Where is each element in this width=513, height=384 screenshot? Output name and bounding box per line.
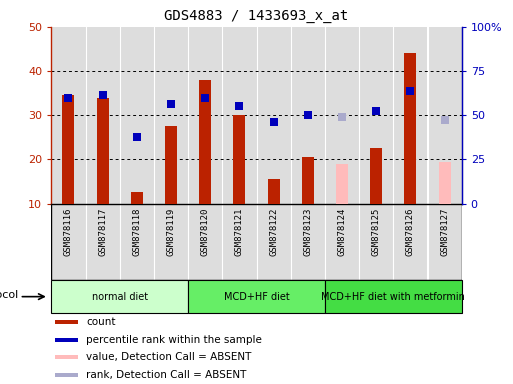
Text: normal diet: normal diet	[92, 291, 148, 302]
Bar	[154, 204, 188, 280]
Title: GDS4883 / 1433693_x_at: GDS4883 / 1433693_x_at	[164, 9, 349, 23]
Bar	[51, 280, 188, 313]
Text: GSM878127: GSM878127	[440, 207, 449, 256]
Bar	[302, 157, 314, 204]
Bar	[51, 204, 86, 280]
Bar	[336, 164, 348, 204]
Bar	[55, 373, 78, 377]
Text: GSM878117: GSM878117	[98, 207, 107, 256]
Bar	[63, 95, 74, 204]
Bar	[120, 204, 154, 280]
Text: value, Detection Call = ABSENT: value, Detection Call = ABSENT	[86, 353, 251, 362]
Text: GSM878126: GSM878126	[406, 207, 415, 256]
Text: GSM878121: GSM878121	[235, 207, 244, 256]
Point	[235, 103, 244, 109]
Bar	[393, 27, 427, 204]
Bar	[55, 338, 78, 341]
Bar	[359, 27, 393, 204]
Bar	[188, 27, 222, 204]
Bar	[427, 204, 462, 280]
Bar	[325, 280, 462, 313]
Text: GSM878116: GSM878116	[64, 207, 73, 256]
Point	[338, 114, 346, 121]
Bar	[359, 204, 393, 280]
Point	[167, 101, 175, 107]
Text: GSM878119: GSM878119	[167, 207, 175, 256]
Point	[304, 112, 312, 118]
Text: MCD+HF diet with metformin: MCD+HF diet with metformin	[321, 291, 465, 302]
Text: protocol: protocol	[0, 290, 18, 300]
Bar	[325, 27, 359, 204]
Bar	[131, 192, 143, 204]
Bar	[427, 27, 462, 204]
Bar	[233, 115, 245, 204]
Bar	[325, 204, 359, 280]
Bar	[291, 204, 325, 280]
Point	[441, 117, 449, 123]
Bar	[291, 27, 325, 204]
Point	[372, 108, 380, 114]
Bar	[55, 320, 78, 324]
Text: count: count	[86, 317, 116, 327]
Bar	[188, 204, 222, 280]
Point	[98, 92, 107, 98]
Point	[133, 134, 141, 141]
Bar	[165, 126, 177, 204]
Bar	[393, 204, 427, 280]
Bar	[188, 280, 325, 313]
Bar	[154, 27, 188, 204]
Bar	[222, 27, 256, 204]
Bar	[199, 80, 211, 204]
Point	[406, 88, 415, 94]
Text: percentile rank within the sample: percentile rank within the sample	[86, 334, 262, 344]
Bar	[256, 204, 291, 280]
Bar	[86, 204, 120, 280]
Bar	[55, 356, 78, 359]
Text: GSM878120: GSM878120	[201, 207, 210, 256]
Text: rank, Detection Call = ABSENT: rank, Detection Call = ABSENT	[86, 370, 247, 380]
Text: GSM878118: GSM878118	[132, 207, 141, 256]
Bar	[51, 27, 86, 204]
Bar	[370, 148, 382, 204]
Point	[64, 94, 72, 101]
Text: GSM878125: GSM878125	[372, 207, 381, 256]
Bar	[439, 162, 450, 204]
Text: GSM878122: GSM878122	[269, 207, 278, 256]
Text: GSM878124: GSM878124	[338, 207, 346, 256]
Bar	[222, 204, 256, 280]
Bar	[404, 53, 417, 204]
Bar	[120, 27, 154, 204]
Point	[201, 94, 209, 101]
Bar	[96, 98, 109, 204]
Bar	[256, 27, 291, 204]
Bar	[268, 179, 280, 204]
Text: GSM878123: GSM878123	[303, 207, 312, 256]
Bar	[86, 27, 120, 204]
Text: MCD+HF diet: MCD+HF diet	[224, 291, 289, 302]
Point	[269, 119, 278, 125]
